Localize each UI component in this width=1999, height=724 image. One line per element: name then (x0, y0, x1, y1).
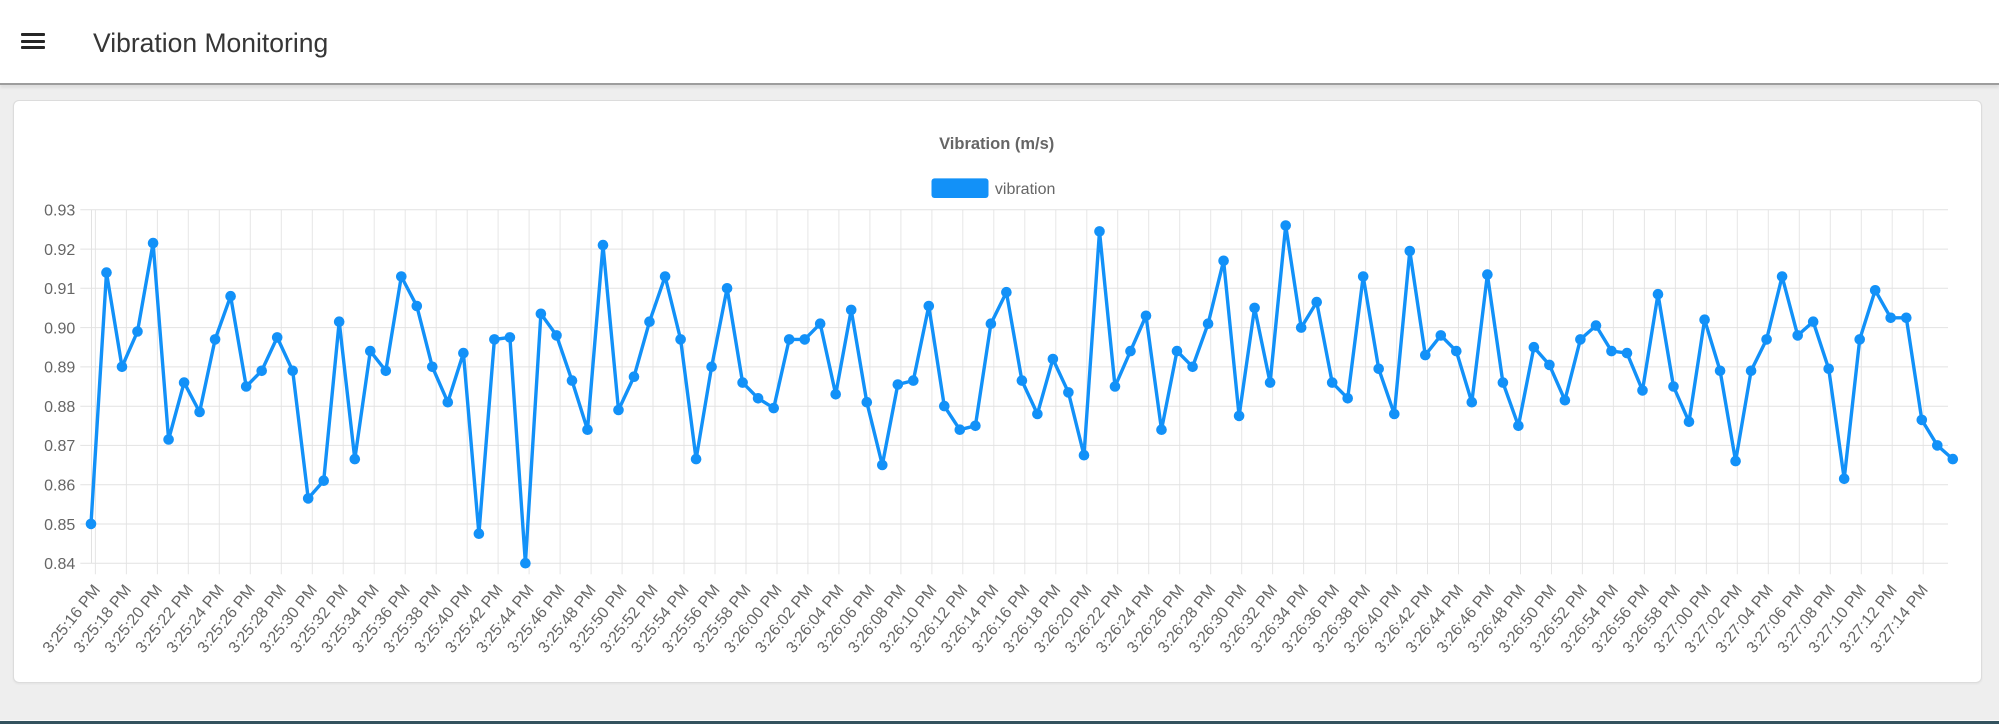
svg-text:0.86: 0.86 (44, 478, 75, 495)
svg-text:Vibration (m/s): Vibration (m/s) (939, 135, 1054, 153)
svg-text:0.84: 0.84 (44, 556, 75, 573)
svg-text:0.88: 0.88 (44, 399, 75, 416)
svg-text:0.85: 0.85 (44, 517, 75, 534)
svg-text:0.92: 0.92 (44, 242, 75, 259)
svg-text:0.90: 0.90 (44, 320, 75, 337)
svg-text:0.87: 0.87 (44, 438, 75, 455)
svg-text:0.91: 0.91 (44, 281, 75, 298)
svg-text:vibration: vibration (995, 181, 1055, 198)
svg-text:0.89: 0.89 (44, 360, 75, 377)
svg-text:0.93: 0.93 (44, 203, 75, 220)
